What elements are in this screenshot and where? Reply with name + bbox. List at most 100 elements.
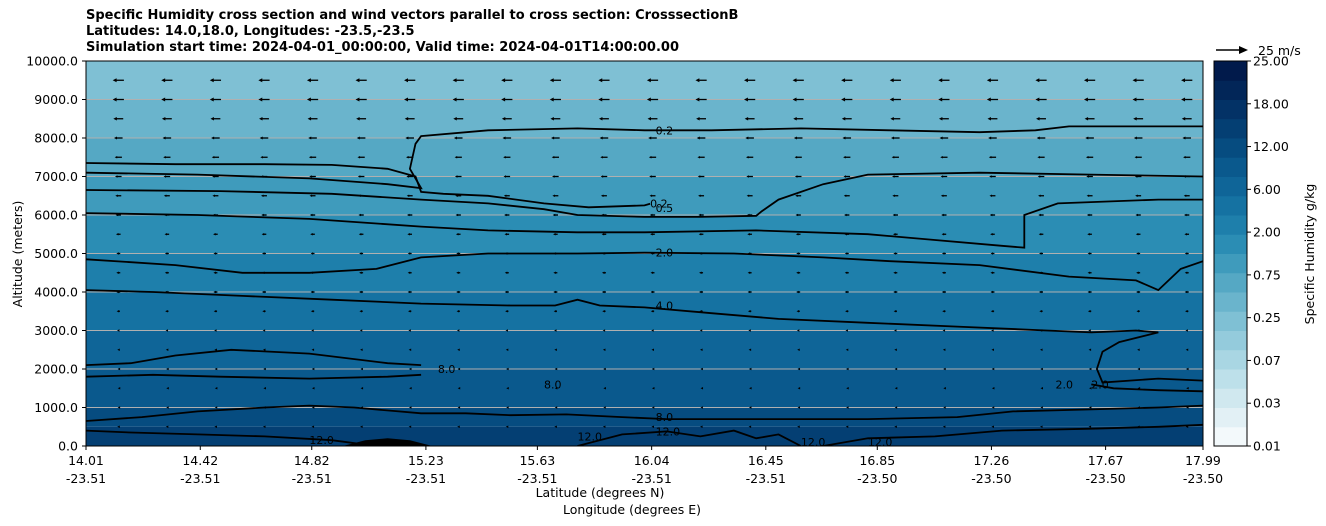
wind-arrow (1040, 367, 1043, 371)
wind-arrow (1036, 117, 1046, 121)
wind-arrow (892, 213, 898, 217)
chart-subtitle-times: Simulation start time: 2024-04-01_00:00:… (86, 40, 679, 55)
wind-arrow (990, 290, 995, 294)
wind-arrow (990, 271, 995, 274)
wind-arrow (552, 213, 559, 217)
wind-arrow (649, 175, 656, 178)
x-tick-lon-3: -23.51 (406, 471, 446, 486)
wind-arrow (404, 97, 416, 102)
fill-band-9 (86, 407, 1203, 427)
wind-arrow (1087, 271, 1092, 274)
wind-arrow (165, 425, 169, 428)
wind-arrow (359, 252, 364, 255)
x-tick-lon-2: -23.51 (292, 471, 332, 486)
wind-arrow (554, 425, 557, 428)
wind-arrow (792, 97, 804, 102)
contour-label-0: 0.2 (656, 124, 674, 137)
y-tick-label-0: 0.0 (58, 439, 78, 454)
wind-arrow (258, 97, 270, 102)
colorbar-tick-label-2: 0.07 (1253, 353, 1281, 368)
wind-arrow (600, 175, 608, 178)
wind-arrow (1084, 117, 1095, 121)
wind-arrow (1137, 367, 1140, 371)
wind-arrow (599, 136, 609, 140)
wind-arrow (745, 136, 754, 140)
wind-arrow (846, 406, 849, 409)
wind-arrow (846, 367, 849, 371)
wind-arrow (355, 78, 367, 83)
wind-arrow (699, 290, 704, 294)
x-tick-lon-9: -23.50 (1085, 471, 1125, 486)
wind-arrow (453, 117, 464, 121)
wind-arrow (456, 271, 461, 274)
wind-arrow (404, 117, 415, 121)
wind-arrow (115, 194, 122, 197)
wind-arrow (1088, 329, 1091, 332)
wind-arrow (116, 329, 120, 332)
wind-arrow (1040, 348, 1043, 351)
contour-line-0 (86, 162, 651, 209)
wind-arrow (214, 425, 217, 428)
wind-arrow (262, 310, 266, 313)
wind-arrow (749, 387, 752, 390)
wind-arrow (162, 136, 172, 140)
contour-label-2: 0.5 (656, 202, 674, 215)
wind-arrow (890, 117, 901, 121)
wind-arrow (166, 406, 169, 409)
wind-arrow (506, 367, 509, 371)
wind-arrow (1184, 252, 1189, 255)
wind-arrow (554, 348, 557, 351)
wind-arrow (797, 387, 801, 390)
wind-arrow (117, 425, 120, 428)
wind-arrow (844, 252, 849, 255)
wind-arrow (311, 367, 315, 371)
wind-arrow (893, 252, 898, 255)
wind-arrow (603, 406, 606, 409)
wind-arrow (649, 213, 656, 217)
humidity-contours: 0.20.20.52.04.08.08.0 2.0 2.08.012.012.0 12… (86, 124, 1203, 446)
wind-arrow (551, 155, 559, 159)
colorbar-swatch-4 (1214, 349, 1247, 370)
wind-arrow (407, 290, 412, 294)
wind-arrow (1185, 329, 1188, 332)
wind-arrow (601, 271, 606, 274)
x-tick-lat-4: 15.63 (519, 453, 555, 468)
x-tick-lat-6: 16.45 (748, 453, 784, 468)
wind-arrow (214, 348, 217, 351)
wind-arrow (988, 155, 997, 159)
wind-arrow (311, 406, 315, 409)
wind-arrow (1039, 310, 1043, 313)
wind-arrow (1087, 290, 1092, 294)
x-tick-lat-9: 17.67 (1088, 453, 1124, 468)
wind-arrow (406, 194, 413, 197)
wind-arrow (1040, 425, 1043, 428)
wind-arrow (310, 252, 315, 255)
chart-title: Specific Humidity cross section and wind… (86, 8, 739, 23)
wind-arrow (1133, 136, 1143, 140)
contour-line-9 (86, 404, 1203, 422)
wind-arrow (894, 387, 898, 390)
wind-arrow (844, 213, 850, 217)
wind-arrow (646, 78, 659, 83)
wind-arrow (504, 290, 509, 294)
wind-arrow (360, 387, 364, 390)
wind-arrow (554, 406, 558, 409)
wind-arrow (165, 329, 169, 332)
wind-arrow (311, 425, 315, 428)
terrain-shape (342, 438, 433, 446)
wind-arrow (748, 406, 752, 409)
wind-arrow (117, 367, 121, 371)
wind-arrow (360, 367, 363, 371)
wind-arrow (941, 271, 946, 274)
wind-arrow (842, 136, 852, 140)
wind-arrow (408, 310, 412, 313)
colorbar-tick-label-5: 2.00 (1253, 225, 1281, 240)
wind-arrow (649, 194, 656, 197)
x-tick-lon-0: -23.51 (66, 471, 106, 486)
wind-arrow (261, 194, 267, 197)
wind-arrow (845, 329, 848, 332)
wind-arrow (1182, 136, 1192, 140)
wind-arrow (843, 175, 851, 178)
wind-arrow (115, 233, 121, 236)
x-tick-lon-6: -23.51 (746, 471, 786, 486)
